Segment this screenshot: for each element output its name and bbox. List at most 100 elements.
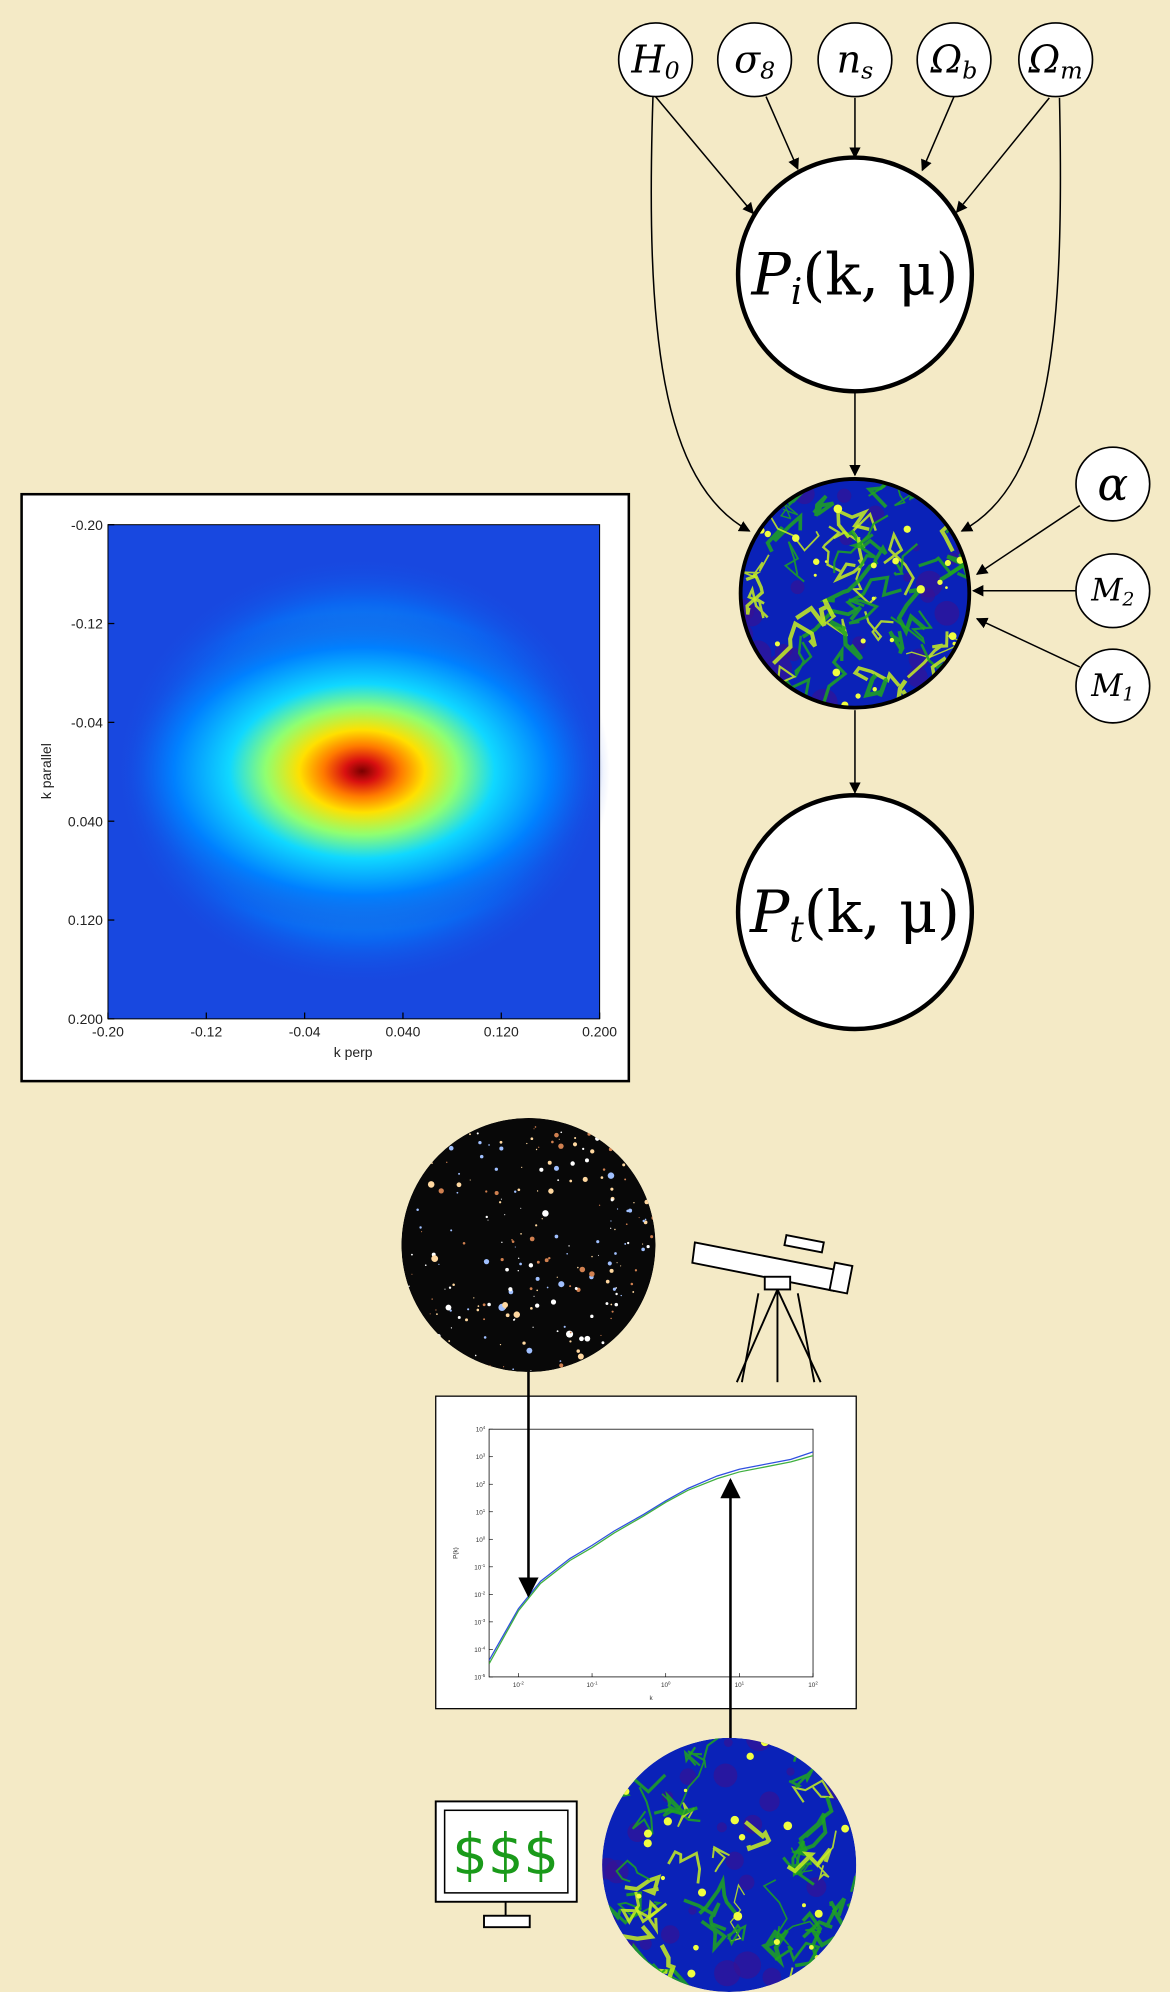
galaxy	[520, 1208, 521, 1209]
sim-void	[596, 1748, 611, 1763]
sim-filament	[848, 1732, 867, 1745]
galaxy	[488, 1144, 490, 1146]
galaxy	[435, 1309, 436, 1310]
galaxy	[408, 1179, 410, 1181]
galaxy	[452, 1284, 455, 1287]
x-tick-label: 0.120	[484, 1024, 519, 1040]
galaxy	[414, 1117, 418, 1121]
galaxy	[488, 1365, 492, 1369]
sim-knot	[792, 534, 800, 542]
galaxy	[652, 1289, 654, 1291]
galaxy	[631, 1283, 634, 1286]
galaxy	[554, 1166, 559, 1171]
galaxy	[634, 1316, 636, 1318]
galaxy	[617, 1208, 618, 1209]
sim-void	[791, 580, 805, 594]
sim-void	[935, 601, 960, 626]
galaxy	[582, 1148, 584, 1150]
sim-void	[739, 1875, 755, 1891]
galaxy	[548, 1188, 553, 1193]
power-frame	[436, 1396, 856, 1709]
galaxy	[451, 1327, 452, 1328]
galaxy	[644, 1200, 648, 1204]
galaxy	[654, 1317, 655, 1318]
galaxy	[536, 1149, 537, 1150]
galaxy	[566, 1331, 573, 1338]
edge	[977, 619, 1080, 667]
galaxy	[579, 1336, 584, 1341]
galaxy	[557, 1277, 558, 1278]
y-tick-label: -0.20	[71, 517, 103, 533]
galaxy	[539, 1168, 543, 1172]
node-symbol: M	[1090, 573, 1123, 608]
galaxy	[577, 1267, 579, 1269]
galaxy	[519, 1263, 522, 1266]
monitor-text: $$$	[452, 1822, 559, 1887]
sim-knot	[619, 1953, 626, 1960]
galaxy	[650, 1279, 656, 1285]
galaxy	[425, 1324, 428, 1327]
sim-void	[688, 1906, 696, 1914]
galaxy	[643, 1220, 645, 1222]
galaxy	[560, 1360, 562, 1362]
node-symbol: n	[837, 38, 862, 82]
edge	[977, 506, 1080, 575]
galaxy	[575, 1287, 578, 1290]
galaxy	[505, 1308, 506, 1309]
galaxy	[526, 1348, 532, 1354]
galaxy	[610, 1188, 613, 1191]
galaxy	[622, 1163, 625, 1166]
sim-knot	[834, 504, 843, 513]
galaxy	[607, 1360, 610, 1363]
galaxy	[554, 1133, 559, 1138]
sim-filament	[837, 1729, 869, 1770]
sim-void	[786, 1768, 794, 1776]
galaxy	[535, 1303, 539, 1307]
galaxy	[449, 1287, 451, 1289]
galaxy	[417, 1122, 423, 1128]
galaxy	[614, 1349, 616, 1351]
sim-knot	[937, 580, 942, 585]
galaxy	[617, 1262, 618, 1263]
galaxy	[538, 1147, 539, 1148]
galaxy	[596, 1240, 599, 1243]
sim-void	[604, 1736, 615, 1747]
galaxy	[530, 1370, 531, 1371]
galaxy	[612, 1311, 614, 1313]
x-tick-label: 0.040	[385, 1024, 420, 1040]
node-symbol: P	[750, 240, 792, 308]
node-subscript: 0	[665, 56, 680, 84]
galaxy	[506, 1313, 510, 1317]
galaxy	[614, 1252, 617, 1255]
galaxy	[530, 1307, 533, 1310]
monitor-base	[484, 1916, 530, 1927]
galaxy	[533, 1128, 534, 1129]
galaxy	[419, 1117, 422, 1120]
galaxy	[446, 1352, 448, 1354]
galaxy	[595, 1137, 599, 1141]
galaxy	[601, 1176, 604, 1179]
node-subscript: m	[1060, 56, 1082, 84]
galaxy	[485, 1190, 487, 1192]
galaxy	[457, 1192, 459, 1194]
galaxy	[474, 1365, 480, 1371]
sim-knot	[661, 1876, 665, 1880]
sim-knot	[851, 1918, 859, 1926]
tick-exponent: -2	[481, 1590, 485, 1595]
galaxy	[499, 1147, 503, 1151]
sim-filament	[948, 483, 987, 500]
galaxy	[472, 1359, 474, 1361]
galaxy	[609, 1148, 613, 1152]
galaxy	[614, 1303, 618, 1307]
galaxy	[548, 1257, 550, 1259]
sim-knot	[872, 597, 876, 601]
galaxy	[627, 1242, 629, 1244]
galaxy	[645, 1219, 647, 1221]
galaxy	[551, 1299, 556, 1304]
galaxy	[608, 1172, 615, 1179]
galaxy	[590, 1315, 593, 1318]
sim-void	[759, 1791, 779, 1811]
galaxy	[611, 1198, 614, 1201]
galaxy	[469, 1133, 471, 1135]
galaxy	[463, 1242, 466, 1245]
